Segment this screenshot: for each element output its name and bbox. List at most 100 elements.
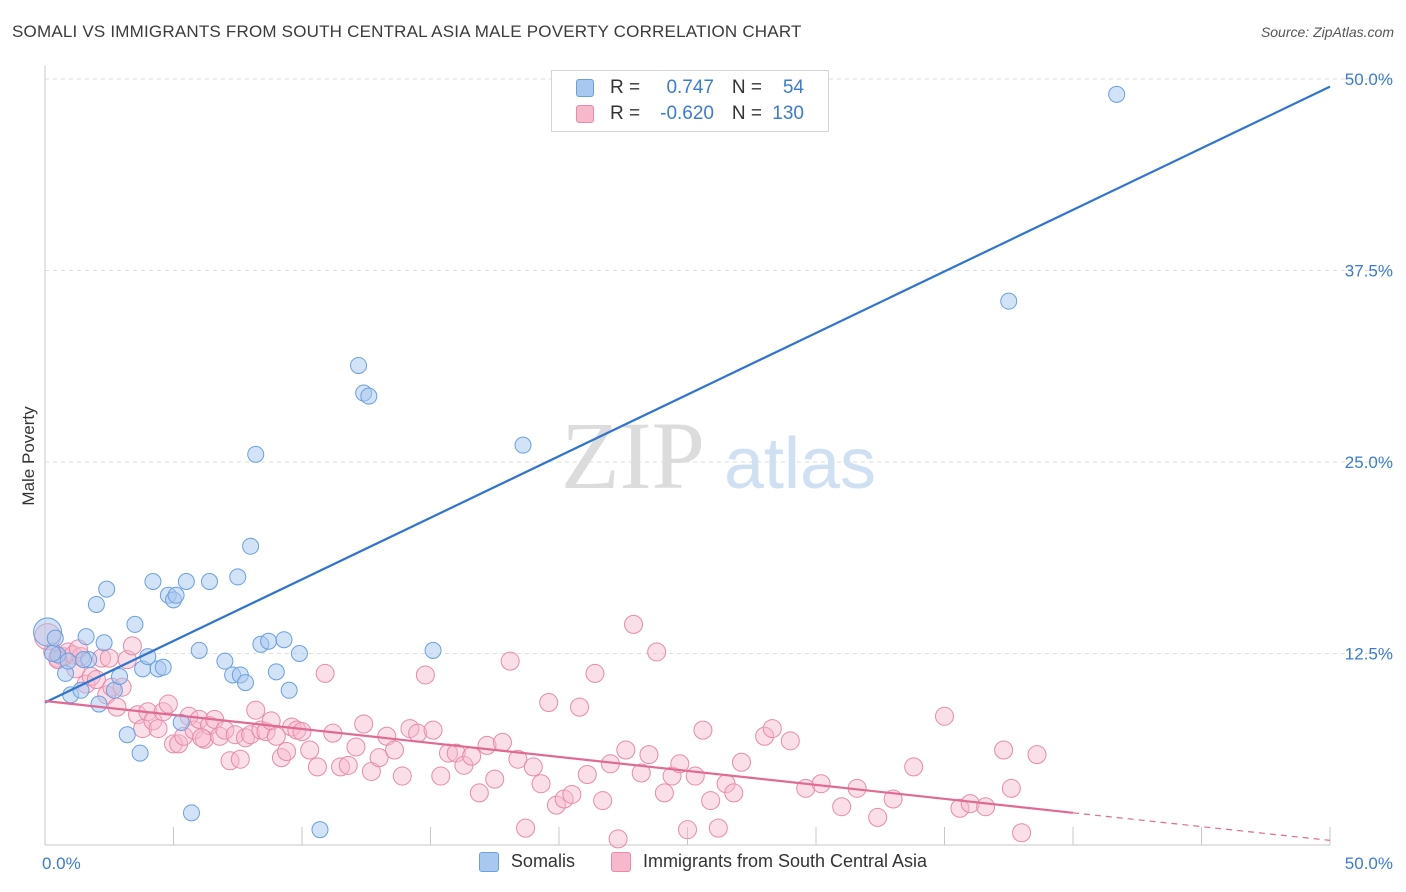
data-point-immigrants [338, 755, 358, 775]
data-point-somalis [267, 663, 285, 681]
data-point-immigrants [593, 791, 613, 811]
data-point-immigrants [500, 651, 520, 671]
data-point-immigrants [647, 642, 667, 662]
bottom-legend-label: Somalis [510, 851, 575, 871]
trend-line-immigrants [44, 699, 1074, 814]
data-point-immigrants [246, 700, 266, 720]
data-point-immigrants [271, 748, 291, 768]
legend-row-somalis: R = 0.747 N = 54 [576, 76, 804, 100]
data-point-immigrants [431, 766, 451, 786]
trend-line-somalis [44, 85, 1331, 704]
data-point-somalis [87, 595, 105, 613]
data-point-somalis [75, 651, 93, 669]
data-point-somalis [46, 629, 64, 647]
bottom-legend-somalis: Somalis [478, 851, 575, 872]
y-tick-label: 25.0% [1345, 453, 1393, 472]
legend-swatch-somalis [576, 79, 594, 97]
source-label: Source: ZipAtlas.com [1260, 24, 1394, 40]
data-point-somalis [126, 615, 144, 633]
data-point-immigrants [164, 734, 183, 754]
data-point-immigrants [670, 754, 690, 774]
data-point-immigrants [485, 769, 505, 789]
data-point-immigrants [199, 716, 219, 736]
data-point-somalis [514, 436, 532, 454]
data-point-immigrants [631, 763, 651, 783]
data-point-immigrants [99, 648, 119, 668]
data-point-immigrants [266, 726, 286, 746]
data-point-immigrants [508, 749, 528, 769]
legend-r-value: 0.747 [666, 77, 714, 98]
data-point-immigrants [523, 757, 543, 777]
data-point-immigrants [392, 766, 412, 786]
legend-r-label: R = [610, 103, 641, 124]
data-point-immigrants [492, 732, 512, 752]
data-point-immigrants [315, 663, 335, 683]
data-point-immigrants [1001, 778, 1021, 798]
data-point-somalis [190, 641, 208, 659]
watermark-atlas: atlas [724, 424, 876, 504]
data-point-immigrants [662, 766, 682, 786]
y-tick-label: 50.0% [1345, 70, 1393, 89]
data-point-immigrants [539, 693, 559, 713]
data-point-immigrants [654, 783, 674, 803]
legend-swatch-immigrants [576, 105, 594, 123]
data-point-immigrants [462, 746, 482, 766]
data-point-somalis [98, 580, 116, 598]
legend-box: R = 0.747 N = 54 R = -0.620 N = 130 [551, 70, 829, 132]
bottom-legend-label: Immigrants from South Central Asia [642, 851, 928, 871]
data-point-immigrants [408, 723, 428, 743]
data-point-somalis [1108, 85, 1126, 103]
data-point-immigrants [762, 719, 782, 739]
data-point-somalis [131, 744, 149, 762]
data-point-immigrants [994, 740, 1014, 760]
data-point-immigrants [904, 757, 924, 777]
data-point-immigrants [292, 722, 312, 742]
data-point-somalis [280, 681, 298, 699]
data-point-immigrants [708, 818, 728, 838]
data-point-somalis [118, 726, 136, 744]
axes [44, 66, 1331, 846]
data-point-immigrants [516, 818, 536, 838]
data-point-immigrants [639, 745, 659, 765]
data-point-somalis [200, 572, 218, 590]
legend-n-label: N = [731, 77, 762, 98]
legend-row-immigrants: R = -0.620 N = 130 [576, 102, 804, 126]
data-point-somalis [242, 537, 260, 555]
data-point-somalis [172, 713, 190, 731]
data-point-immigrants [446, 743, 466, 763]
data-point-immigrants [346, 737, 366, 757]
data-point-immigrants [950, 798, 970, 818]
data-point-immigrants [415, 665, 435, 685]
data-point-immigrants [300, 740, 320, 760]
bottom-legend: Somalis Immigrants from South Central As… [0, 851, 1406, 872]
data-point-somalis [167, 586, 185, 604]
data-point-somalis [311, 821, 329, 839]
bottom-legend-immigrants: Immigrants from South Central Asia [610, 851, 928, 872]
data-point-immigrants [469, 783, 489, 803]
data-point-immigrants [577, 765, 597, 785]
data-point-somalis [95, 634, 113, 652]
data-point-immigrants [546, 795, 566, 815]
data-point-immigrants [731, 752, 751, 772]
y-tick-label: 12.5% [1345, 645, 1393, 664]
data-point-immigrants [678, 820, 697, 840]
data-point-immigrants [256, 722, 276, 742]
data-point-immigrants [1027, 745, 1047, 765]
data-point-somalis [90, 695, 108, 713]
data-point-immigrants [976, 797, 996, 817]
data-point-somalis [360, 387, 378, 405]
data-point-immigrants [616, 740, 636, 760]
y-axis-label: Male Poverty [19, 406, 38, 506]
data-point-immigrants [724, 783, 744, 803]
y-tick-label: 37.5% [1345, 262, 1393, 281]
legend-r-value: -0.620 [660, 103, 714, 124]
data-point-immigrants [693, 720, 713, 740]
x-tick-label: 0.0% [42, 854, 81, 873]
bottom-legend-swatch-somalis [478, 851, 499, 872]
tick-labels: 12.5% 25.0% 37.5% 50.0% 0.0% 50.0% [42, 70, 1393, 873]
data-point-somalis [77, 628, 95, 646]
data-point-somalis [144, 572, 162, 590]
data-point-immigrants [608, 829, 628, 849]
data-point-somalis [1000, 292, 1018, 310]
